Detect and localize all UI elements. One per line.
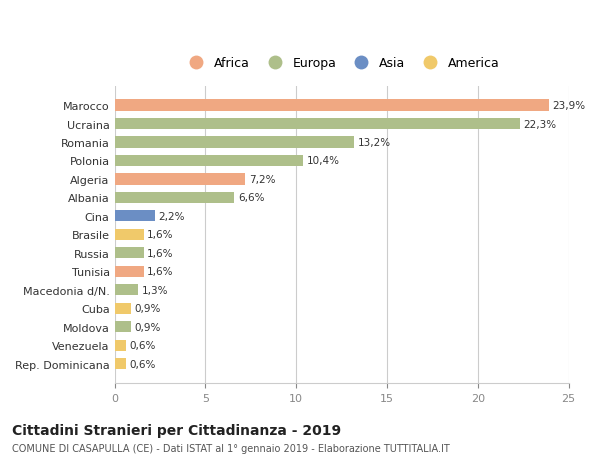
Bar	[115, 211, 155, 222]
Text: Cittadini Stranieri per Cittadinanza - 2019: Cittadini Stranieri per Cittadinanza - 2…	[12, 423, 341, 437]
Bar	[115, 358, 125, 369]
Text: 0,9%: 0,9%	[134, 322, 161, 332]
Text: 0,6%: 0,6%	[129, 359, 155, 369]
Bar	[115, 192, 235, 204]
Bar	[115, 230, 143, 241]
Text: 2,2%: 2,2%	[158, 212, 185, 222]
Text: 22,3%: 22,3%	[523, 119, 556, 129]
Bar	[115, 156, 304, 167]
Bar	[115, 285, 138, 296]
Text: 13,2%: 13,2%	[358, 138, 391, 148]
Text: 0,9%: 0,9%	[134, 304, 161, 313]
Text: 1,6%: 1,6%	[147, 230, 174, 240]
Text: 0,6%: 0,6%	[129, 341, 155, 351]
Text: COMUNE DI CASAPULLA (CE) - Dati ISTAT al 1° gennaio 2019 - Elaborazione TUTTITAL: COMUNE DI CASAPULLA (CE) - Dati ISTAT al…	[12, 443, 450, 453]
Bar	[115, 266, 143, 277]
Bar	[115, 119, 520, 130]
Text: 23,9%: 23,9%	[552, 101, 586, 111]
Legend: Africa, Europa, Asia, America: Africa, Europa, Asia, America	[181, 55, 502, 73]
Bar	[115, 137, 355, 148]
Bar	[115, 303, 131, 314]
Text: 6,6%: 6,6%	[238, 193, 265, 203]
Bar	[115, 100, 548, 112]
Text: 10,4%: 10,4%	[307, 156, 340, 166]
Bar	[115, 322, 131, 333]
Bar	[115, 174, 245, 185]
Bar	[115, 340, 125, 351]
Text: 1,6%: 1,6%	[147, 267, 174, 277]
Text: 7,2%: 7,2%	[249, 174, 275, 185]
Text: 1,6%: 1,6%	[147, 248, 174, 258]
Text: 1,3%: 1,3%	[142, 285, 169, 295]
Bar	[115, 248, 143, 259]
